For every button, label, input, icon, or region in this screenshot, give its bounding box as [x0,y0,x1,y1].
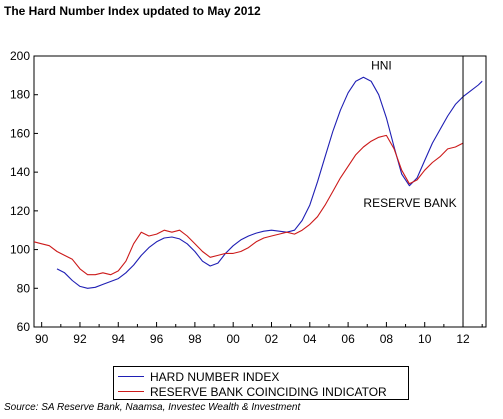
x-axis: 90 92 94 96 98 00 02 04 06 08 10 12 [35,322,483,346]
series-layer [33,76,483,289]
legend-swatch-reserve-bank [118,391,144,392]
y-axis: 60 80 100 120 140 160 180 200 [10,49,38,334]
y-tick-label: 60 [17,320,31,334]
plot-frame [33,55,487,328]
source-note: Source: SA Reserve Bank, Naamsa, Investe… [4,402,301,413]
series-line-reserve-bank [33,134,464,276]
legend-label-reserve-bank: RESERVE BANK COINCIDING INDICATOR [150,384,387,399]
annotations: HNI RESERVE BANK [363,59,456,210]
x-tick-label: 04 [303,332,317,346]
x-tick-label: 92 [73,332,87,346]
x-tick-label: 98 [188,332,202,346]
y-tick-label: 120 [10,204,30,218]
y-tick-label: 80 [17,281,31,295]
legend: HARD NUMBER INDEX RESERVE BANK COINCIDIN… [113,366,409,400]
legend-swatch-hni [118,376,144,377]
x-tick-label: 02 [265,332,279,346]
x-tick-label: 06 [341,332,355,346]
annotation-reserve-bank: RESERVE BANK [363,196,456,210]
annotation-hni: HNI [371,59,392,73]
x-tick-label: 94 [112,332,126,346]
y-tick-label: 140 [10,165,30,179]
legend-label-hni: HARD NUMBER INDEX [150,369,280,384]
legend-item-reserve-bank: RESERVE BANK COINCIDING INDICATOR [118,384,387,399]
x-tick-label: 12 [456,332,470,346]
legend-item-hni: HARD NUMBER INDEX [118,369,279,384]
x-tick-label: 90 [35,332,49,346]
x-tick-label: 00 [227,332,241,346]
y-tick-label: 100 [10,243,30,257]
series-line-hni [56,76,483,289]
x-tick-label: 08 [380,332,394,346]
chart-title: The Hard Number Index updated to May 201… [4,4,261,18]
y-tick-label: 180 [10,88,30,102]
x-tick-label: 96 [150,332,164,346]
y-tick-label: 200 [10,49,30,63]
x-tick-label: 10 [418,332,432,346]
y-tick-label: 160 [10,126,30,140]
